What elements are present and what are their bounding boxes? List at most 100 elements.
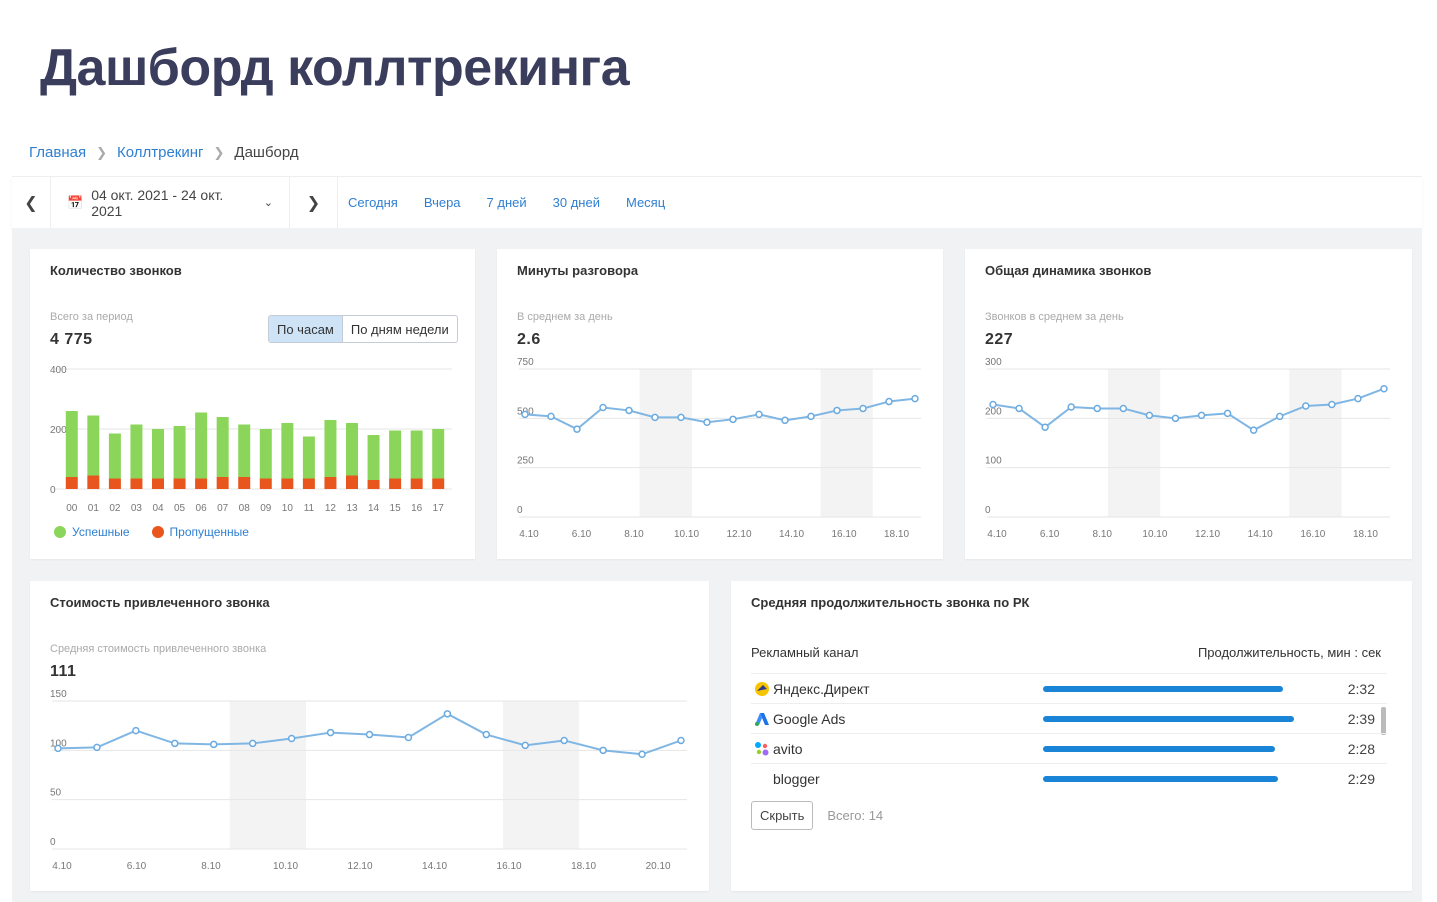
legend-missed[interactable]: Пропущенные	[151, 525, 249, 539]
bar-success[interactable]	[410, 430, 423, 479]
prev-period-button[interactable]: ❮	[12, 193, 50, 213]
bar-success[interactable]	[432, 429, 445, 479]
bar-missed[interactable]	[65, 477, 78, 489]
data-point[interactable]	[729, 415, 737, 424]
bar-success[interactable]	[367, 435, 380, 480]
bar-success[interactable]	[195, 412, 208, 479]
bar-success[interactable]	[173, 426, 186, 479]
data-point[interactable]	[1302, 402, 1310, 410]
data-point[interactable]	[989, 400, 997, 409]
data-point[interactable]	[573, 425, 581, 433]
bar-success[interactable]	[152, 429, 164, 479]
quick-30-days[interactable]: 30 дней	[552, 195, 600, 210]
bar-success[interactable]	[238, 424, 251, 478]
bar-success[interactable]	[87, 415, 100, 476]
bar-missed[interactable]	[216, 477, 229, 489]
bar-missed[interactable]	[259, 478, 272, 490]
table-scrollbar[interactable]	[1381, 707, 1386, 735]
breadcrumb-home[interactable]: Главная	[29, 144, 87, 161]
data-point[interactable]	[755, 410, 763, 419]
bar-success[interactable]	[65, 411, 78, 477]
bar-missed[interactable]	[346, 475, 358, 490]
bar-success[interactable]	[108, 433, 121, 479]
data-point[interactable]	[93, 743, 101, 752]
data-point[interactable]	[1328, 400, 1336, 409]
bar-success[interactable]	[324, 420, 337, 477]
table-row[interactable]: avito 2:28	[751, 733, 1387, 763]
data-point[interactable]	[404, 733, 413, 742]
table-row[interactable]: blogger 2:29	[751, 763, 1387, 793]
bar-missed[interactable]	[173, 478, 186, 490]
data-point[interactable]	[833, 406, 841, 415]
bar-missed[interactable]	[281, 478, 294, 490]
data-point[interactable]	[443, 710, 452, 718]
data-point[interactable]	[1275, 412, 1284, 421]
quick-month[interactable]: Месяц	[625, 195, 666, 210]
table-row[interactable]: Яндекс.Директ 2:32	[751, 673, 1387, 703]
data-point[interactable]	[911, 394, 919, 403]
bar-success[interactable]	[130, 424, 143, 479]
data-point[interactable]	[560, 736, 568, 745]
bar-missed[interactable]	[130, 478, 143, 490]
bar-missed[interactable]	[389, 478, 402, 490]
data-point[interactable]	[807, 412, 815, 421]
toggle-by-hours[interactable]: По часам	[269, 316, 343, 342]
data-point[interactable]	[781, 416, 789, 425]
toggle-by-weekdays[interactable]: По дням недели	[350, 321, 449, 337]
data-point[interactable]	[210, 740, 218, 749]
data-point[interactable]	[521, 410, 529, 419]
quick-yesterday[interactable]: Вчера	[423, 195, 461, 210]
data-point[interactable]	[1380, 384, 1388, 393]
bar-missed[interactable]	[87, 475, 100, 490]
data-point[interactable]	[1223, 409, 1232, 418]
data-point[interactable]	[547, 412, 555, 421]
bar-missed[interactable]	[410, 478, 423, 490]
data-point[interactable]	[599, 746, 607, 755]
data-point[interactable]	[1015, 404, 1023, 413]
data-point[interactable]	[1145, 411, 1154, 420]
data-point[interactable]	[638, 750, 646, 759]
bar-missed[interactable]	[432, 478, 445, 490]
bar-missed[interactable]	[324, 477, 337, 489]
data-point[interactable]	[54, 744, 62, 753]
data-point[interactable]	[1041, 423, 1049, 431]
data-point[interactable]	[1119, 404, 1128, 413]
bar-success[interactable]	[259, 429, 272, 479]
bar-missed[interactable]	[108, 478, 121, 490]
data-point[interactable]	[482, 730, 491, 739]
data-point[interactable]	[1093, 404, 1102, 413]
bar-success[interactable]	[302, 436, 315, 479]
breadcrumb-calltracking[interactable]: Коллтрекинг	[117, 144, 204, 161]
data-point[interactable]	[859, 404, 867, 413]
data-point[interactable]	[287, 734, 296, 743]
data-point[interactable]	[1171, 414, 1180, 423]
data-point[interactable]	[171, 739, 179, 748]
data-point[interactable]	[326, 728, 335, 737]
bar-success[interactable]	[216, 417, 229, 477]
data-point[interactable]	[248, 739, 257, 748]
data-point[interactable]	[651, 413, 659, 422]
date-range-picker[interactable]: 📅 04 окт. 2021 - 24 окт. 2021 ⌄	[50, 176, 290, 229]
data-point[interactable]	[885, 397, 893, 406]
bar-missed[interactable]	[238, 477, 251, 489]
data-point[interactable]	[132, 726, 140, 735]
legend-success[interactable]: Успешные	[54, 525, 130, 539]
data-point[interactable]	[1197, 411, 1206, 420]
hide-button[interactable]: Скрыть	[751, 801, 814, 830]
data-point[interactable]	[1354, 394, 1362, 403]
bar-missed[interactable]	[367, 480, 380, 489]
bar-missed[interactable]	[152, 478, 164, 490]
data-point[interactable]	[625, 406, 633, 415]
quick-today[interactable]: Сегодня	[348, 195, 398, 210]
data-point[interactable]	[599, 403, 607, 412]
data-point[interactable]	[1067, 403, 1075, 411]
next-period-button[interactable]: ❯	[290, 176, 338, 229]
quick-7-days[interactable]: 7 дней	[486, 195, 527, 210]
bar-success[interactable]	[346, 423, 358, 476]
table-row[interactable]: Google Ads 2:39	[751, 703, 1387, 733]
data-point[interactable]	[365, 730, 374, 739]
bar-success[interactable]	[389, 430, 402, 479]
data-point[interactable]	[677, 413, 685, 422]
data-point[interactable]	[677, 736, 685, 745]
bar-success[interactable]	[281, 423, 294, 479]
